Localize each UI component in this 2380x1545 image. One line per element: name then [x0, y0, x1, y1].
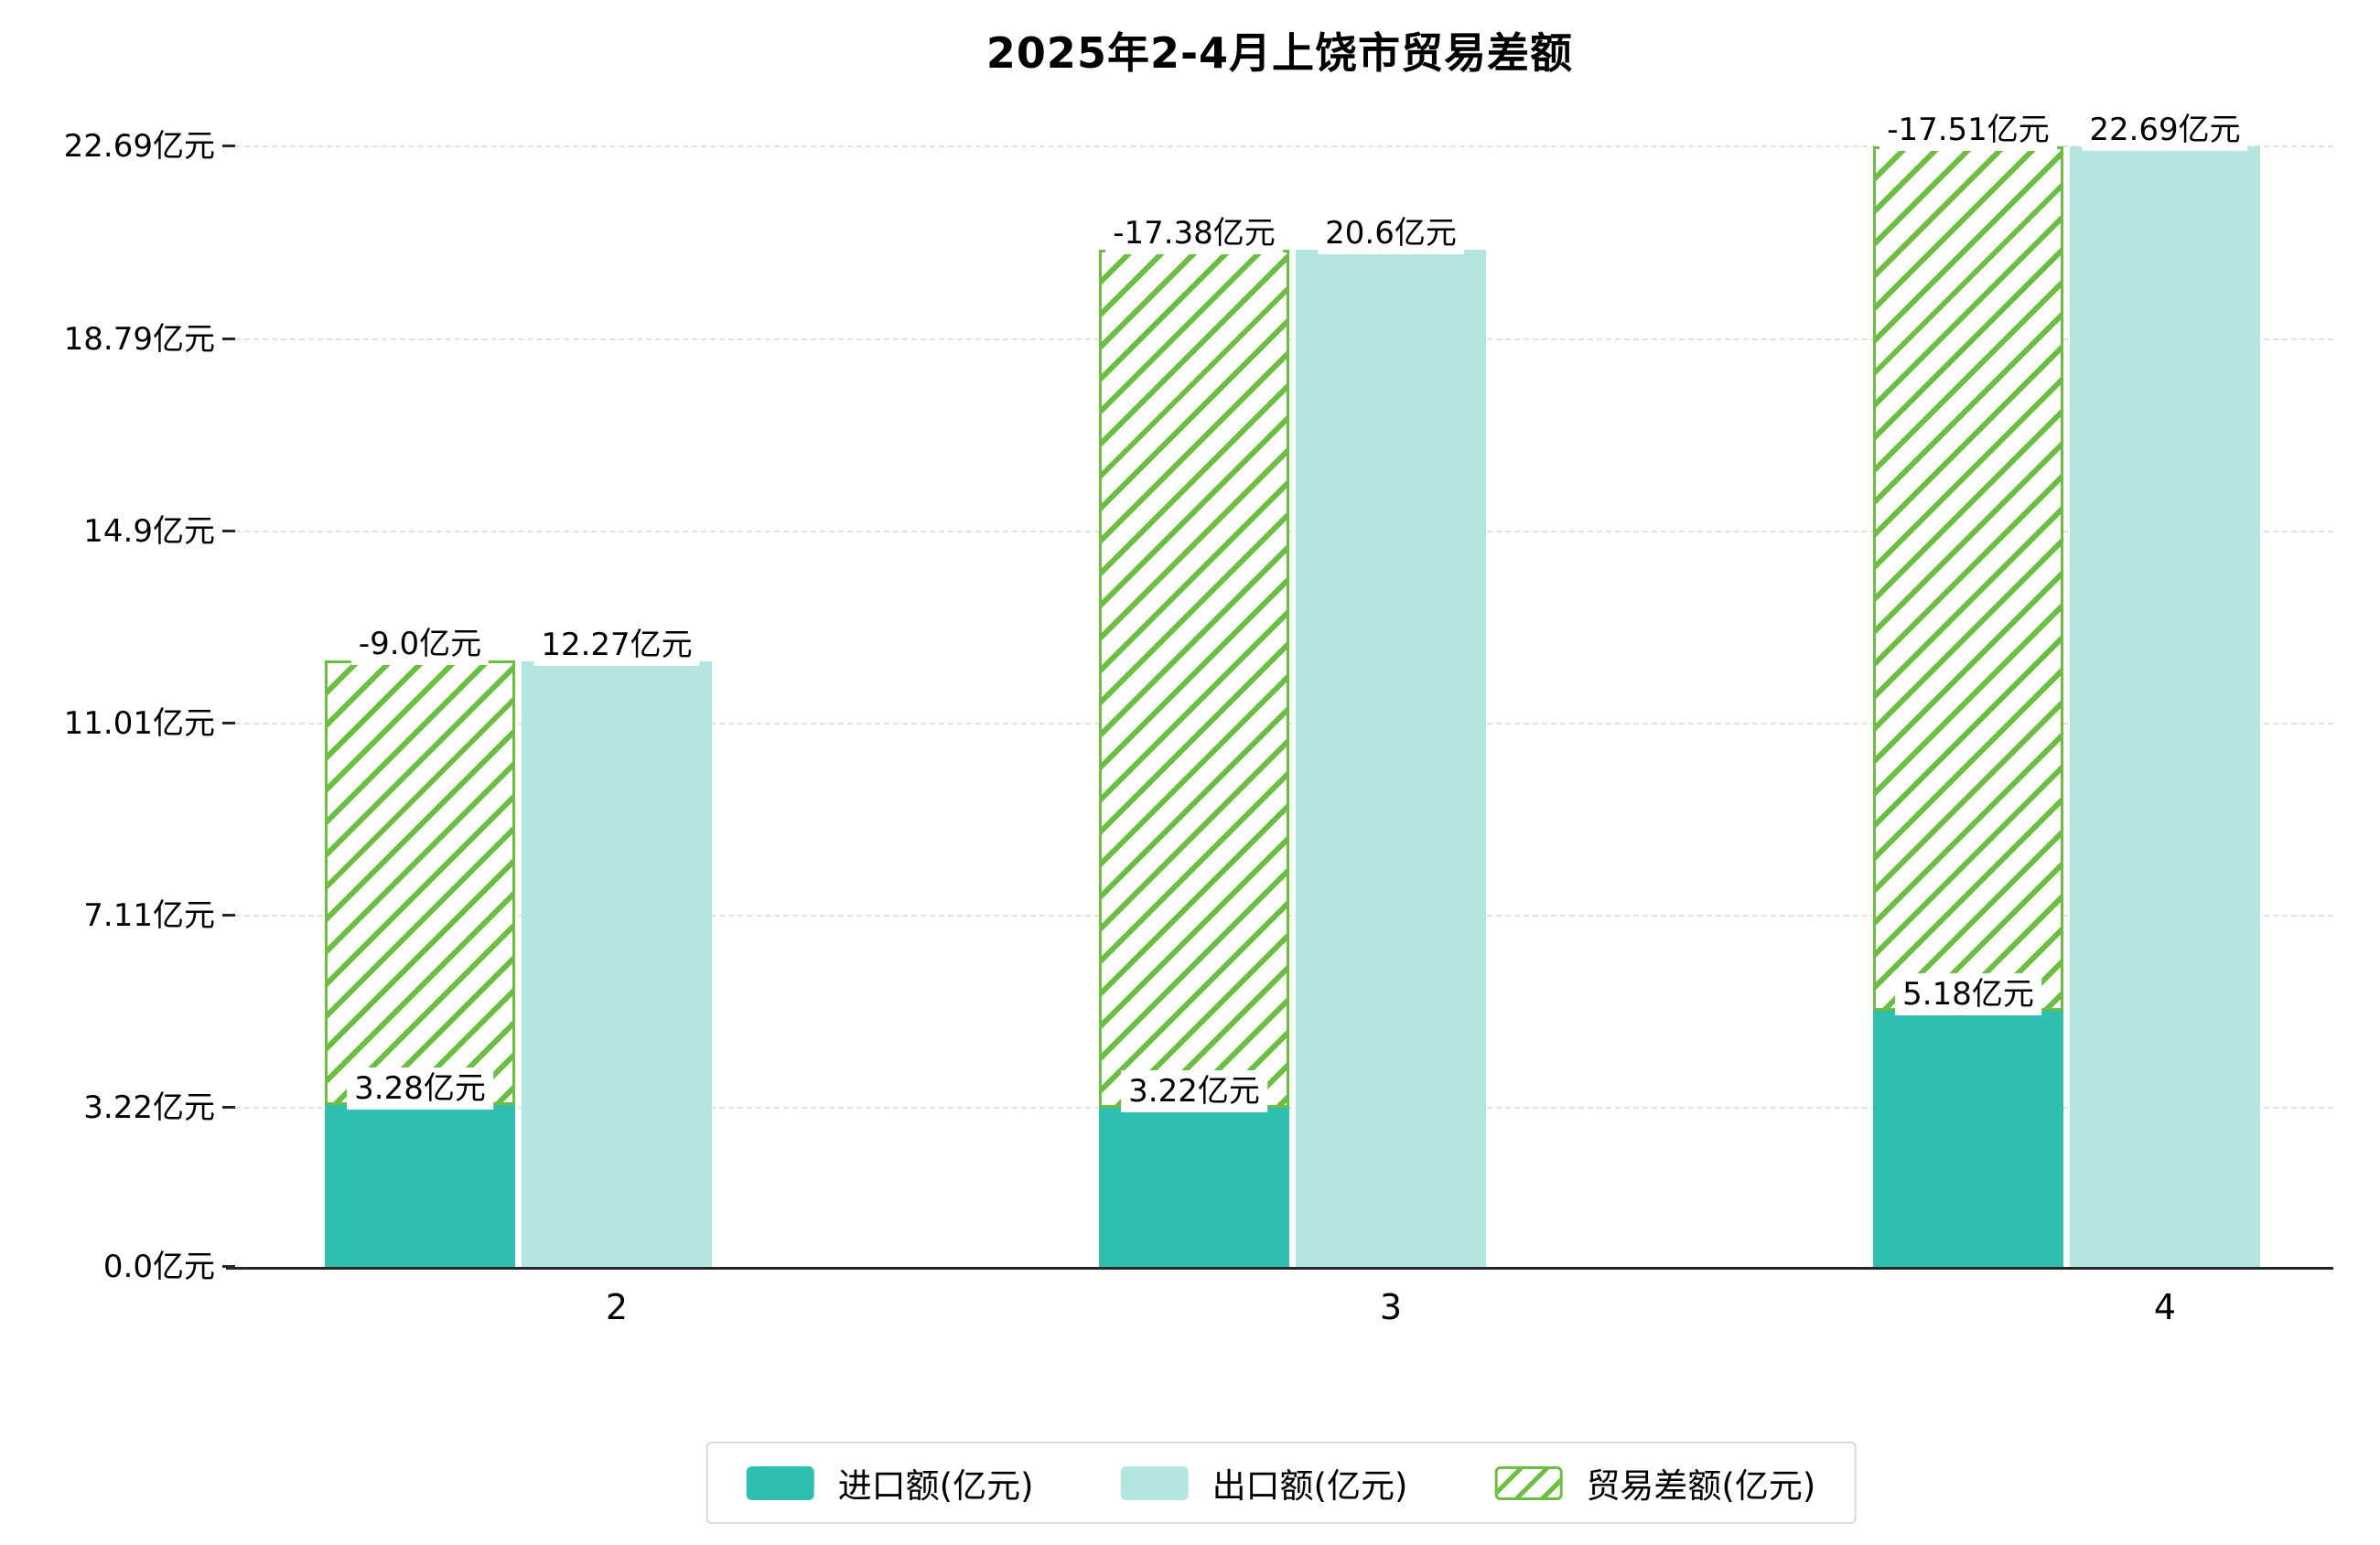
- export-value-label: 22.69亿元: [2082, 109, 2248, 151]
- y-axis-tick-mark: [222, 145, 235, 147]
- import-bar: [1099, 1108, 1289, 1267]
- import-swatch-icon: [746, 1465, 814, 1500]
- y-axis-tick-mark: [222, 337, 235, 340]
- y-axis-tick-mark: [222, 914, 235, 917]
- chart-title: 2025年2-4月上饶市贸易差额: [985, 28, 1574, 78]
- legend-item-export: 出口额(亿元): [1120, 1458, 1408, 1507]
- export-bar: [2070, 146, 2260, 1267]
- y-axis-tick-label: 7.11亿元: [83, 897, 215, 935]
- import-value-label: 3.28亿元: [347, 1067, 493, 1110]
- x-axis-line: [226, 1267, 2333, 1270]
- y-axis-tick-label: 18.79亿元: [63, 320, 215, 358]
- trade-diff-value-label: -9.0亿元: [350, 623, 490, 666]
- export-value-label: 20.6亿元: [1318, 211, 1464, 254]
- x-axis-category-label: 3: [1379, 1287, 1403, 1327]
- trade-diff-bar: [1099, 249, 1289, 1109]
- y-axis-tick-label: 3.22亿元: [83, 1089, 215, 1127]
- export-value-label: 12.27亿元: [533, 623, 700, 666]
- trade-diff-value-label: -17.38亿元: [1105, 211, 1283, 254]
- y-axis-tick-label: 14.9亿元: [83, 512, 215, 550]
- legend-label-export: 出口额(亿元): [1212, 1466, 1408, 1506]
- legend-label-diff: 贸易差额(亿元): [1586, 1466, 1816, 1506]
- import-bar: [325, 1104, 515, 1267]
- legend-item-diff: 贸易差额(亿元): [1494, 1458, 1815, 1507]
- export-bar: [522, 660, 712, 1267]
- y-axis-tick-label: 22.69亿元: [63, 128, 215, 165]
- legend-item-import: 进口额(亿元): [746, 1458, 1034, 1507]
- import-value-label: 3.22亿元: [1121, 1070, 1267, 1113]
- y-axis-tick-mark: [222, 529, 235, 532]
- trade-diff-bar: [1873, 146, 2063, 1012]
- trade-diff-hatch-swatch-icon: [1494, 1465, 1563, 1500]
- import-bar: [1873, 1011, 2063, 1267]
- trade-diff-bar: [325, 660, 515, 1105]
- x-axis-category-label: 2: [605, 1287, 629, 1327]
- x-axis-category-label: 4: [2153, 1287, 2177, 1327]
- y-axis-tick-mark: [222, 1106, 235, 1110]
- gridline: [226, 145, 2333, 147]
- legend: 进口额(亿元) 出口额(亿元) 贸易差额(亿元): [705, 1442, 1857, 1524]
- export-swatch-icon: [1120, 1465, 1189, 1500]
- y-axis-tick-mark: [222, 1265, 235, 1268]
- export-bar: [1296, 249, 1486, 1267]
- import-value-label: 5.18亿元: [1895, 973, 2041, 1016]
- trade-diff-value-label: -17.51亿元: [1879, 109, 2057, 151]
- legend-label-import: 进口额(亿元): [837, 1466, 1034, 1506]
- y-axis-tick-label: 11.01亿元: [63, 704, 215, 742]
- y-axis-tick-label: 0.0亿元: [102, 1249, 215, 1285]
- y-axis-tick-mark: [222, 721, 235, 724]
